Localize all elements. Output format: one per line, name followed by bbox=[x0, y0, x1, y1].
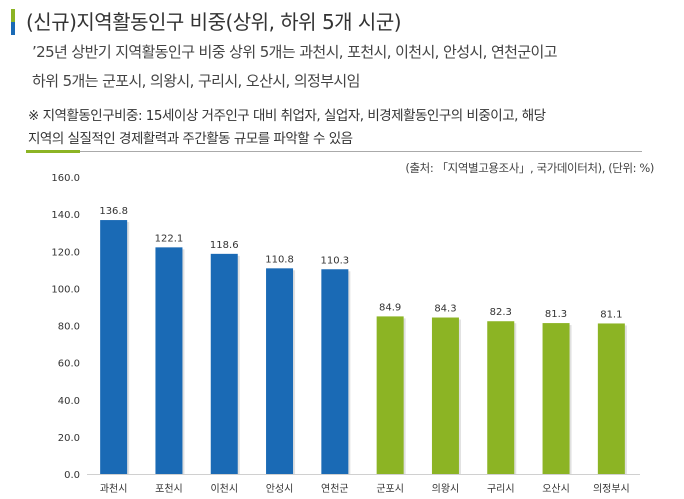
y-tick-label: 40.0 bbox=[58, 396, 80, 407]
bar-안성시 bbox=[266, 268, 294, 474]
bar-과천시 bbox=[100, 220, 128, 474]
data-label: 84.9 bbox=[379, 302, 401, 313]
x-tick-label: 구리시 bbox=[487, 483, 515, 495]
bar-의왕시 bbox=[431, 317, 459, 474]
y-tick-label: 80.0 bbox=[58, 322, 80, 333]
bar-구리시 bbox=[487, 321, 515, 474]
y-tick-label: 100.0 bbox=[51, 284, 80, 295]
data-label: 110.8 bbox=[265, 254, 294, 265]
note-line-1: ※ 지역활동인구비중: 15세이상 거주인구 대비 취업자, 실업자, 비경제활… bbox=[28, 108, 546, 124]
x-tick-label: 안성시 bbox=[266, 483, 294, 495]
x-tick-label: 의정부시 bbox=[593, 483, 630, 495]
summary-line-1: ’25년 상반기 지역활동인구 비중 상위 5개는 과천시, 포천시, 이천시,… bbox=[32, 43, 558, 61]
x-tick-label: 연천군 bbox=[321, 483, 349, 495]
page-title: (신규)지역활동인구 비중(상위, 하위 5개 시군) bbox=[26, 10, 402, 34]
data-label: 118.6 bbox=[210, 240, 239, 251]
y-tick-label: 20.0 bbox=[58, 433, 80, 444]
data-label: 81.3 bbox=[545, 309, 567, 320]
divider bbox=[26, 150, 642, 153]
summary-line-2: 하위 5개는 군포시, 의왕시, 구리시, 오산시, 의정부시임 bbox=[32, 72, 360, 90]
title-accent-bar bbox=[11, 9, 15, 35]
note-line-2: 지역의 실질적인 경제활력과 주간활동 규모를 파악할 수 있음 bbox=[28, 131, 353, 147]
source-note: (출처: 「지역별고용조사」, 국가데이터처), (단위: %) bbox=[405, 161, 654, 175]
bar-이천시 bbox=[210, 253, 238, 474]
data-label: 82.3 bbox=[490, 307, 512, 318]
bar-오산시 bbox=[542, 323, 570, 474]
data-label: 110.3 bbox=[321, 255, 350, 266]
x-tick-label: 의왕시 bbox=[432, 483, 460, 495]
y-tick-label: 140.0 bbox=[51, 210, 80, 221]
data-label: 84.3 bbox=[434, 304, 456, 315]
x-tick-label: 과천시 bbox=[100, 483, 128, 495]
y-tick-label: 120.0 bbox=[51, 247, 80, 258]
data-label: 122.1 bbox=[155, 233, 184, 244]
x-tick-label: 이천시 bbox=[210, 483, 238, 495]
y-tick-label: 160.0 bbox=[51, 173, 80, 184]
x-tick-label: 포천시 bbox=[155, 483, 183, 495]
y-tick-label: 0.0 bbox=[64, 470, 80, 481]
y-tick-label: 60.0 bbox=[58, 359, 80, 370]
x-tick-label: 군포시 bbox=[376, 483, 404, 495]
data-label: 136.8 bbox=[99, 206, 128, 217]
x-tick-label: 오산시 bbox=[542, 483, 570, 495]
bar-군포시 bbox=[376, 316, 404, 474]
bar-포천시 bbox=[155, 247, 183, 474]
data-label: 81.1 bbox=[600, 309, 622, 320]
bar-연천군 bbox=[321, 269, 349, 474]
bar-의정부시 bbox=[597, 323, 625, 474]
